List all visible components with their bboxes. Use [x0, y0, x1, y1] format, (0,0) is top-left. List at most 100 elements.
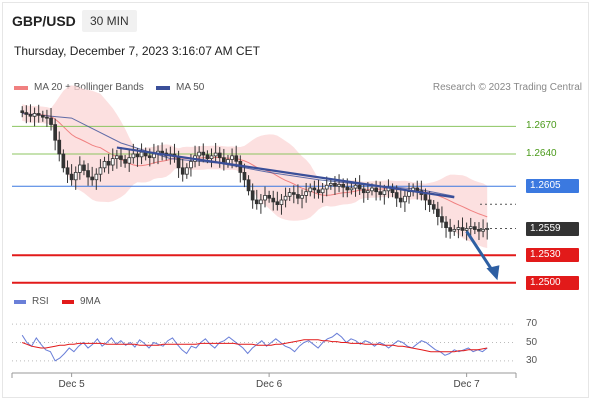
symbol-title: GBP/USD — [12, 13, 76, 29]
candle-body — [36, 113, 41, 116]
candle-body — [296, 194, 300, 199]
legend-rsi-ma-label: 9MA — [80, 296, 101, 307]
legend-ma50-swatch — [156, 85, 170, 90]
candle-body — [485, 228, 490, 230]
candle-body — [472, 226, 477, 230]
level-label-1.2640: 1.2640 — [526, 148, 557, 159]
candle-body — [205, 154, 210, 159]
candle-body — [123, 159, 127, 164]
candle-body — [45, 116, 49, 119]
rsi-ma-line — [22, 339, 488, 353]
legend-ma50-label: MA 50 — [176, 82, 205, 93]
candle-body — [242, 171, 247, 181]
x-label-2: Dec 7 — [453, 379, 480, 390]
candle-body — [73, 171, 78, 181]
candle-body — [119, 155, 123, 160]
x-label-0: Dec 5 — [58, 379, 85, 390]
legend-rsi-ma-swatch — [62, 299, 74, 304]
candle-body — [180, 167, 185, 175]
candle-body — [32, 113, 37, 117]
level-label-1.2559: 1.2559 — [526, 221, 579, 236]
candle-body — [65, 167, 70, 175]
candle-body — [213, 152, 218, 157]
credit-text: Research © 2023 Trading Central — [432, 82, 582, 93]
candle-body — [328, 182, 333, 186]
candle-body — [139, 151, 144, 158]
candle-body — [226, 159, 230, 164]
legend-rsi: RSI — [14, 296, 49, 307]
candle-body — [53, 124, 58, 141]
candle-body — [481, 228, 485, 232]
candle-body — [382, 190, 387, 195]
candle-body — [423, 194, 428, 201]
candle-body — [78, 164, 82, 173]
candle-body — [41, 115, 45, 118]
rsi-level-label-70: 70 — [526, 318, 538, 330]
level-label-1.2670: 1.2670 — [526, 120, 557, 132]
candle-body — [69, 173, 74, 181]
legend-rsi-label: RSI — [32, 296, 49, 307]
candle-body — [308, 187, 313, 193]
candle-body — [258, 199, 263, 205]
candle-body — [201, 151, 206, 156]
candle-body — [254, 199, 259, 205]
candle-body — [448, 227, 453, 232]
candle-body — [160, 150, 164, 154]
candle-body — [283, 195, 288, 201]
candle-body — [98, 167, 103, 175]
bollinger-band — [22, 85, 488, 249]
candle-body — [324, 184, 329, 190]
candle-body — [320, 188, 325, 194]
candle-body — [316, 189, 321, 194]
candle-body — [460, 227, 465, 231]
candle-body — [333, 182, 337, 187]
legend-ma20: MA 20 + Bollinger Bands — [14, 82, 144, 93]
candle-body — [90, 176, 94, 181]
candle-body — [300, 194, 304, 199]
x-label-1: Dec 6 — [256, 379, 283, 390]
candle-body — [304, 191, 309, 196]
candle-body — [267, 194, 272, 199]
candle-body — [361, 188, 366, 194]
candle-body — [230, 155, 234, 160]
candle-body — [349, 187, 354, 191]
legend-ma20-label: MA 20 + Bollinger Bands — [34, 82, 144, 93]
candle-body — [444, 221, 448, 229]
candle-body — [312, 187, 317, 191]
candle-body — [57, 139, 62, 155]
candle-body — [28, 114, 33, 117]
candle-body — [246, 179, 251, 192]
candle-body — [20, 110, 25, 114]
candle-body — [452, 228, 457, 232]
candle-body — [127, 157, 132, 164]
candle-body — [374, 187, 379, 193]
chart-datetime: Thursday, December 7, 2023 3:16:07 AM CE… — [14, 44, 260, 58]
candle-body — [217, 152, 222, 159]
candle-body — [197, 151, 201, 157]
candle-body — [115, 155, 119, 160]
candle-body — [456, 227, 461, 230]
level-label-1.2530: 1.2530 — [526, 248, 579, 263]
candle-body — [250, 190, 255, 201]
forecast-arrow-shaft — [465, 230, 495, 274]
candle-body — [24, 112, 29, 115]
candle-body — [263, 194, 267, 201]
candle-body — [131, 153, 136, 159]
candle-body — [464, 228, 469, 231]
candle-body — [291, 192, 296, 195]
candle-body — [152, 153, 156, 159]
candle-body — [209, 155, 214, 160]
candle-body — [287, 192, 292, 197]
candle-body — [106, 160, 111, 166]
rsi-level-label-50: 50 — [526, 336, 538, 348]
candle-body — [279, 199, 284, 205]
candle-body — [234, 155, 239, 162]
candle-body — [82, 164, 86, 171]
candle-body — [341, 183, 346, 188]
candle-body — [61, 153, 66, 169]
timeframe-badge[interactable]: 30 MIN — [82, 10, 137, 32]
candle-body — [403, 195, 407, 203]
candle-body — [102, 160, 107, 169]
candle-body — [94, 173, 99, 181]
